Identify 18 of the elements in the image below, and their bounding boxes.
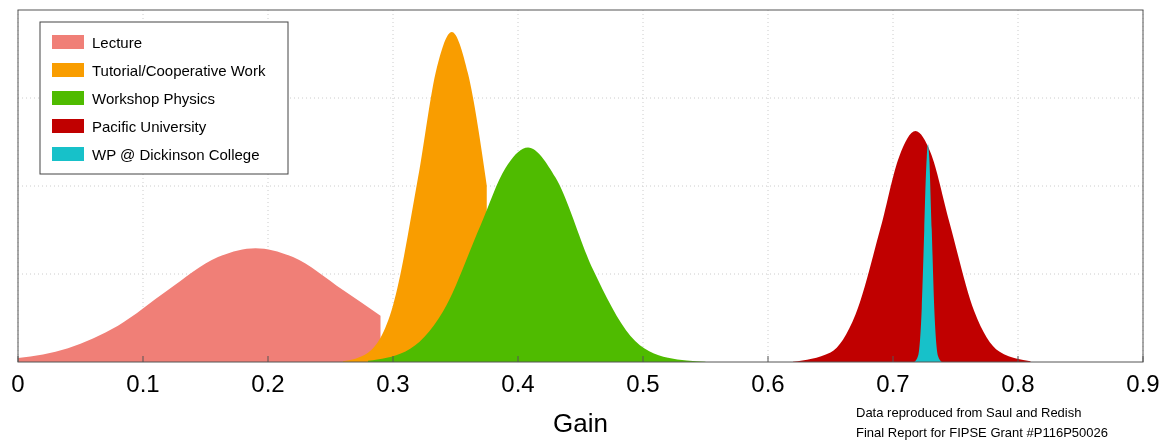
legend-label: Pacific University — [92, 118, 207, 135]
x-tick-label: 0.6 — [751, 370, 785, 397]
x-tick-label: 0.8 — [1001, 370, 1035, 397]
legend-label: Workshop Physics — [92, 90, 216, 107]
legend-label: Lecture — [92, 34, 143, 51]
x-tick-label: 0.5 — [626, 370, 660, 397]
x-tick-label: 0.1 — [126, 370, 160, 397]
text: Data reproduced from Saul and Redish — [856, 405, 1082, 420]
x-tick-label: 0.4 — [501, 370, 535, 397]
legend-label: Tutorial/Cooperative Work — [92, 62, 266, 79]
x-tick-label: 0.3 — [376, 370, 410, 397]
x-tick-label: 0.2 — [251, 370, 285, 397]
x-tick-label: 0 — [11, 370, 25, 397]
x-axis-title: Gain — [553, 408, 608, 438]
x-tick-label: 0.7 — [876, 370, 910, 397]
x-tick-label: 0.9 — [1126, 370, 1160, 397]
text: Final Report for FIPSE Grant #P116P50026 — [856, 425, 1108, 440]
legend-label: WP @ Dickinson College — [92, 146, 260, 163]
